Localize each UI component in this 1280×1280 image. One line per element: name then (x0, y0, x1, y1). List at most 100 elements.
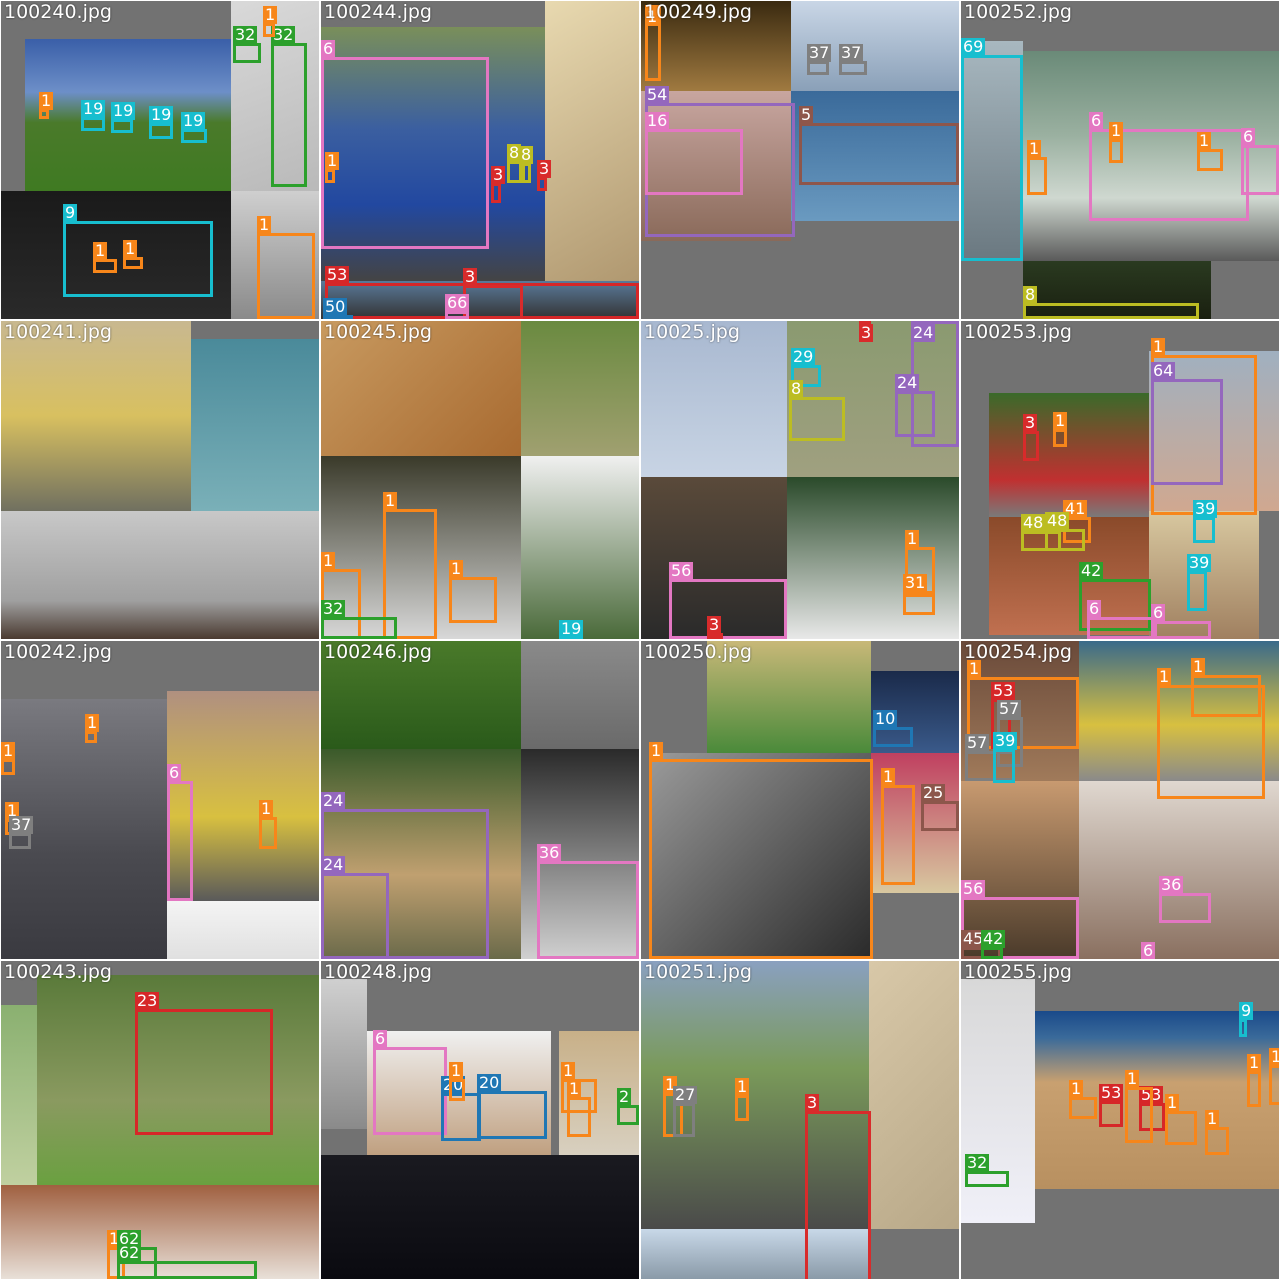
bounding-box: 1 (649, 742, 873, 959)
photo-region (1, 1005, 37, 1185)
bounding-box: 1 (567, 1080, 591, 1137)
bounding-box: 8 (789, 380, 845, 441)
bounding-box: 1 (1205, 1110, 1229, 1155)
class-label: 1 (5, 801, 20, 820)
class-label: 16 (645, 111, 670, 130)
bounding-box: 32 (965, 1154, 1009, 1187)
class-label: 24 (321, 791, 346, 810)
tile-filename: 100252.jpg (964, 1, 1072, 23)
bounding-box: 29 (791, 348, 821, 387)
bounding-box: 1 (93, 242, 117, 273)
photo-region (1, 511, 319, 639)
class-label: 36 (1159, 875, 1184, 894)
class-label: 19 (111, 101, 136, 120)
bounding-box: 9 (63, 204, 213, 297)
class-label: 8 (789, 379, 804, 398)
class-label: 6 (1241, 127, 1256, 146)
bounding-box: 42 (981, 930, 1006, 959)
bounding-box: 36 (1159, 876, 1211, 923)
class-label: 24 (895, 373, 920, 392)
bounding-box: 37 (807, 44, 832, 75)
class-label: 64 (1151, 361, 1176, 380)
bounding-box: 3 (707, 616, 723, 639)
bounding-box: 1 (257, 216, 315, 319)
bounding-box: 24 (911, 321, 959, 447)
photo-region (321, 979, 367, 1129)
class-label: 24 (321, 855, 346, 874)
bounding-box: 3 (463, 268, 523, 319)
bounding-box: 50 (323, 298, 353, 319)
bounding-box: 1 (1197, 132, 1223, 171)
class-label: 1 (1109, 121, 1124, 140)
photo-region (321, 456, 521, 639)
photo-region (1, 191, 231, 319)
mosaic-tile: 6 20 20 1 1 1 2 100248.jpg (321, 961, 639, 1279)
class-label: 36 (537, 843, 562, 862)
mosaic-tile: 19 1 1 1 32 100245.jpg (321, 321, 639, 639)
tile-filename: 100241.jpg (4, 321, 112, 343)
bounding-box: 5 (799, 106, 959, 185)
class-label: 42 (1079, 561, 1104, 580)
tile-filename: 100255.jpg (964, 961, 1072, 983)
tile-filename: 100245.jpg (324, 321, 432, 343)
bounding-box: 3 (859, 321, 874, 342)
mosaic-tile: 1 27 1 3 100251.jpg (641, 961, 959, 1279)
class-label: 1 (1205, 1109, 1220, 1128)
mosaic-tile: 24 24 36 100246.jpg (321, 641, 639, 959)
class-label: 1 (321, 551, 336, 570)
tile-filename: 100251.jpg (644, 961, 752, 983)
tile-filename: 100248.jpg (324, 961, 432, 983)
class-label: 2 (617, 1087, 632, 1106)
bounding-box: 19 (181, 112, 207, 143)
bounding-box: 56 (669, 562, 787, 639)
bounding-box: 1 (123, 240, 143, 269)
bounding-box: 56 (961, 880, 1079, 959)
class-label: 3 (805, 1093, 820, 1112)
bounding-box: 19 (81, 100, 106, 131)
bounding-box: 1 (85, 714, 100, 743)
class-label: 39 (993, 731, 1018, 750)
class-label: 20 (477, 1073, 502, 1092)
bounding-box: 1 (259, 800, 277, 849)
class-label: 39 (1187, 553, 1212, 572)
bounding-box: 48 (1045, 512, 1085, 551)
bounding-box: 1 (881, 768, 915, 885)
class-label: 10 (873, 709, 898, 728)
bounding-box: 2 (617, 1088, 639, 1125)
class-label: 45 (961, 929, 986, 948)
class-label: 19 (181, 111, 206, 130)
class-label: 3 (463, 267, 478, 286)
bounding-box: 3 (805, 1094, 871, 1279)
class-label: 48 (1021, 513, 1046, 532)
photo-region (1079, 641, 1279, 781)
photo-region (961, 979, 1035, 1223)
class-label: 1 (325, 151, 340, 170)
photo-region (167, 901, 319, 959)
class-label: 23 (135, 991, 160, 1010)
class-label: 19 (81, 99, 106, 118)
photo-region (1, 321, 191, 511)
class-label: 1 (881, 767, 896, 786)
photo-region (521, 456, 639, 639)
bounding-box: 3 (537, 160, 552, 191)
class-label: 29 (791, 347, 816, 366)
bounding-box: 3 (1023, 414, 1039, 461)
class-label: 57 (997, 699, 1022, 718)
bounding-box: 1 (263, 6, 278, 37)
bounding-box: 6 (1151, 604, 1211, 639)
class-label: 1 (645, 7, 660, 26)
class-label: 56 (669, 561, 694, 580)
photo-region (321, 1155, 639, 1279)
mosaic-tile: 1 1 1 37 6 1 100242.jpg (1, 641, 319, 959)
photo-region (707, 641, 871, 753)
bounding-box: 20 (477, 1074, 547, 1139)
bounding-box: 1 (325, 152, 340, 183)
class-label: 1 (257, 215, 272, 234)
bounding-box: 1 (1125, 1070, 1153, 1143)
bounding-box: 10 (873, 710, 913, 747)
photo-region (521, 641, 639, 749)
class-label: 3 (1023, 413, 1038, 432)
class-label: 37 (839, 43, 864, 62)
bounding-box: 6 (1089, 112, 1249, 221)
